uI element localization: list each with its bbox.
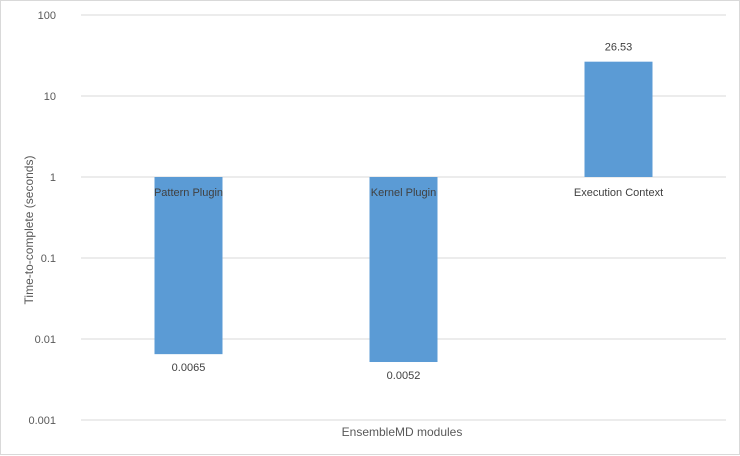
- data-label: 26.53: [605, 42, 633, 54]
- y-tick-label: 0.01: [35, 334, 56, 346]
- bar: [369, 177, 438, 363]
- y-tick-label: 0.1: [41, 253, 56, 265]
- data-label: 0.0052: [387, 370, 421, 382]
- bars: [154, 61, 653, 363]
- y-tick-label: 100: [38, 10, 56, 22]
- x-axis-title: EnsembleMD modules: [342, 425, 463, 439]
- y-tick-label: 0.001: [28, 415, 56, 427]
- labels: Pattern Plugin 0.0065 Kernel Plugin 0.0052 E…: [154, 42, 663, 382]
- bar: [154, 177, 223, 355]
- y-tick-label: 10: [44, 91, 56, 103]
- x-category-label: Pattern Plugin: [154, 187, 223, 199]
- y-tick-label: 1: [50, 172, 56, 184]
- x-category-label: Execution Context: [574, 187, 663, 199]
- bar: [584, 61, 653, 177]
- y-axis-ticks: 100 10 1 0.1 0.01 0.001: [28, 10, 56, 427]
- data-label: 0.0065: [172, 362, 206, 374]
- y-axis-title: Time-to-complete (seconds): [22, 156, 36, 305]
- x-category-label: Kernel Plugin: [371, 187, 436, 199]
